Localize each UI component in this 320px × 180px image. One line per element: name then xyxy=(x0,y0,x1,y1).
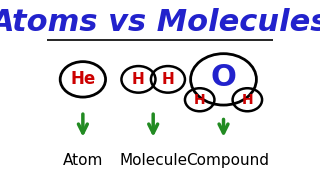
Text: Compound: Compound xyxy=(187,153,269,168)
Text: O: O xyxy=(211,63,236,92)
Text: H: H xyxy=(242,93,253,107)
Text: H: H xyxy=(132,72,145,87)
Text: He: He xyxy=(70,70,95,88)
Text: H: H xyxy=(162,72,174,87)
Text: H: H xyxy=(194,93,205,107)
Text: Atoms vs Molecules: Atoms vs Molecules xyxy=(0,8,320,37)
Text: Atom: Atom xyxy=(63,153,103,168)
Text: Molecule: Molecule xyxy=(119,153,187,168)
